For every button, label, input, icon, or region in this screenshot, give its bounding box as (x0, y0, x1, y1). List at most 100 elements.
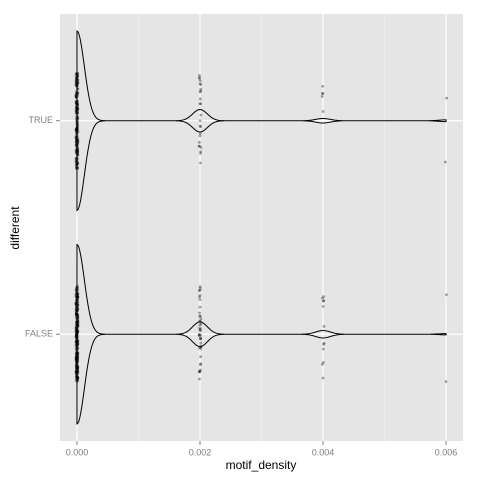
point (74, 372, 78, 375)
point (75, 354, 79, 358)
point (74, 92, 78, 96)
point (75, 312, 78, 316)
point (76, 112, 79, 115)
point (76, 352, 80, 356)
point (198, 76, 202, 79)
point (74, 335, 78, 338)
point (76, 355, 80, 358)
point (75, 349, 78, 353)
point (74, 159, 78, 163)
point (74, 379, 78, 382)
point (75, 374, 79, 378)
point (74, 157, 78, 161)
point (74, 325, 78, 329)
point (74, 111, 78, 115)
y-tick-label: FALSE (25, 329, 53, 339)
point (75, 82, 79, 86)
point (74, 308, 78, 312)
point (74, 157, 78, 161)
point (74, 302, 78, 306)
point (74, 78, 78, 81)
point (75, 320, 79, 324)
point (76, 151, 79, 155)
point (322, 342, 326, 346)
point (76, 292, 80, 296)
point (76, 124, 79, 128)
point (198, 131, 202, 135)
point (75, 300, 79, 304)
point (75, 361, 78, 365)
point (198, 370, 202, 374)
point (198, 377, 201, 381)
point (76, 91, 80, 95)
point (75, 306, 78, 310)
point (75, 96, 78, 100)
point (75, 163, 79, 167)
point (198, 363, 202, 367)
point (75, 362, 79, 365)
point (76, 296, 80, 299)
point (75, 334, 78, 338)
point (74, 286, 78, 290)
point (75, 150, 79, 154)
point (198, 97, 202, 101)
point (198, 79, 202, 83)
point (445, 96, 449, 100)
point (75, 165, 78, 169)
point (75, 340, 79, 344)
point (74, 366, 78, 369)
point (76, 74, 80, 78)
point (74, 326, 78, 330)
point (76, 107, 80, 111)
point (76, 320, 80, 324)
point (75, 166, 79, 170)
point (74, 143, 78, 147)
point (75, 127, 79, 131)
point (321, 299, 325, 303)
point (75, 340, 78, 343)
point (75, 360, 79, 364)
point (75, 115, 79, 118)
point (76, 107, 80, 111)
point (75, 77, 79, 81)
point (76, 307, 80, 311)
point (74, 81, 78, 85)
point (75, 318, 79, 321)
point (76, 138, 80, 142)
point (76, 358, 79, 362)
point (75, 358, 79, 361)
point (75, 83, 79, 87)
point (74, 104, 78, 108)
point (76, 323, 79, 326)
point (74, 313, 78, 316)
point (74, 326, 78, 330)
point (76, 338, 80, 342)
point (75, 368, 79, 372)
point (322, 299, 326, 303)
point (74, 101, 78, 105)
point (74, 372, 78, 376)
point (76, 300, 80, 304)
point (76, 323, 79, 327)
point (76, 320, 79, 324)
point (444, 380, 448, 384)
point (75, 295, 79, 298)
point (75, 361, 79, 364)
point (199, 337, 203, 341)
point (199, 345, 203, 349)
point (76, 324, 80, 327)
point (76, 379, 80, 383)
point (76, 94, 79, 98)
point (75, 105, 79, 109)
point (74, 302, 78, 305)
point (76, 377, 79, 381)
point (75, 371, 79, 375)
point (76, 87, 80, 91)
point (74, 375, 78, 378)
point (76, 153, 80, 156)
point (75, 114, 79, 118)
point (198, 370, 202, 373)
point (75, 357, 79, 360)
point (75, 126, 79, 129)
point (199, 87, 203, 91)
